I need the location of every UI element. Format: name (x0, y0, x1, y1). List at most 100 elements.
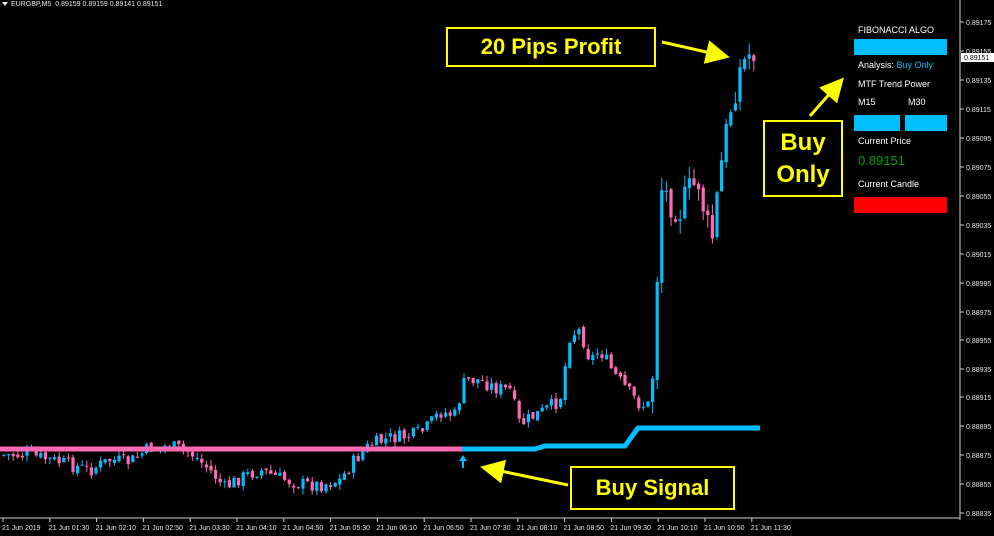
price-tick-label: 0.89155 (966, 49, 991, 56)
candle-body (467, 377, 471, 379)
candle-body (536, 411, 540, 421)
candle-body (508, 385, 512, 389)
candle-body (568, 342, 572, 368)
candle-body (494, 383, 498, 394)
candle-body (181, 443, 185, 450)
price-tick-label: 0.88975 (966, 310, 991, 317)
candle-body (287, 479, 291, 485)
candle-body (227, 480, 231, 488)
time-tick-label: 21 Jun 2019 (2, 525, 41, 532)
candle-body (522, 418, 526, 425)
candle-body (595, 353, 599, 355)
candle-body (195, 457, 199, 459)
candle-body (43, 452, 47, 460)
candle-body (600, 354, 604, 359)
buy-signal-arrow-icon (480, 459, 569, 487)
analysis-label: Analysis: (858, 60, 895, 70)
candle-body (25, 450, 29, 456)
candle-body (388, 433, 392, 437)
candle-body (540, 407, 544, 412)
tf-m30-bar (905, 115, 947, 131)
candle-body (122, 454, 126, 456)
candle-body (614, 367, 618, 375)
candle-body (191, 451, 195, 457)
time-tick-label: 21 Jun 03:30 (189, 525, 230, 532)
candle-body (692, 178, 696, 186)
time-tick-label: 21 Jun 02:50 (142, 525, 183, 532)
candle-body (172, 441, 176, 451)
candle-body (204, 464, 208, 468)
time-tick-label: 21 Jun 10:10 (657, 525, 698, 532)
analysis-row: Analysis: Buy Only (858, 60, 933, 70)
candle-body (85, 465, 89, 467)
price-tick-label: 0.89115 (966, 107, 991, 114)
profit-callout: 20 Pips Profit (446, 27, 656, 67)
candle-body (402, 429, 406, 439)
candle-body (306, 478, 310, 482)
buy-signal-callout: Buy Signal (570, 466, 735, 510)
candle-body (260, 470, 264, 476)
candle-body (411, 427, 415, 437)
time-tick-label: 21 Jun 04:10 (236, 525, 277, 532)
candle-body (453, 409, 457, 416)
candle-body (264, 468, 268, 471)
candle-body (733, 103, 737, 111)
candle-body (747, 54, 751, 59)
candle-body (53, 457, 57, 460)
price-tick-label: 0.89055 (966, 194, 991, 201)
candle-body (301, 479, 305, 489)
candle-body (439, 414, 443, 418)
candle-body (296, 487, 300, 489)
chevron-down-icon[interactable] (2, 2, 8, 7)
candle-body (209, 465, 213, 471)
candle-body (499, 384, 503, 395)
candle-body (16, 454, 20, 458)
candle-body (526, 413, 530, 423)
price-tick-label: 0.88875 (966, 453, 991, 460)
candle-body (687, 178, 691, 189)
candle-body (108, 458, 112, 462)
candle-body (448, 412, 452, 416)
candle-body (724, 123, 728, 163)
candlesticks (2, 43, 756, 496)
price-tick-label: 0.88895 (966, 424, 991, 431)
candle-body (347, 472, 351, 474)
candle-body (632, 386, 636, 396)
buy-only-line2: Only (776, 161, 830, 188)
profit-callout-text: 20 Pips Profit (480, 34, 622, 59)
candle-body (651, 378, 655, 403)
time-tick-label: 21 Jun 10:50 (704, 525, 745, 532)
candle-body (549, 399, 553, 406)
price-tick-label: 0.88935 (966, 367, 991, 374)
candle-body (586, 349, 590, 360)
candle-body (39, 452, 43, 458)
candle-body (683, 186, 687, 219)
candle-body (738, 67, 742, 102)
candle-body (246, 472, 250, 474)
candle-body (11, 453, 15, 457)
candle-body (223, 481, 227, 483)
bull-trend-line (462, 425, 760, 452)
time-tick-label: 21 Jun 04:50 (283, 525, 324, 532)
candle-body (352, 455, 356, 473)
candle-body (628, 383, 632, 387)
candle-body (720, 160, 724, 192)
candle-body (177, 440, 181, 445)
time-tick-label: 21 Jun 05:30 (330, 525, 371, 532)
candle-body (250, 470, 254, 478)
candle-body (729, 112, 733, 126)
tf-m30-label: M30 (908, 97, 926, 107)
current-candle-bar (854, 197, 947, 213)
time-tick-label: 21 Jun 06:50 (423, 525, 464, 532)
trend-title: MTF Trend Power (858, 79, 931, 89)
candle-body (637, 397, 641, 409)
candle-body (660, 190, 664, 283)
symbol-header: EURGBP,M5 0.89159 0.89159 0.89141 0.8915… (2, 1, 162, 8)
candle-body (7, 454, 11, 456)
candle-body (2, 454, 6, 456)
time-tick-label: 21 Jun 07:30 (470, 525, 511, 532)
candle-body (545, 405, 549, 408)
candle-body (310, 481, 314, 491)
